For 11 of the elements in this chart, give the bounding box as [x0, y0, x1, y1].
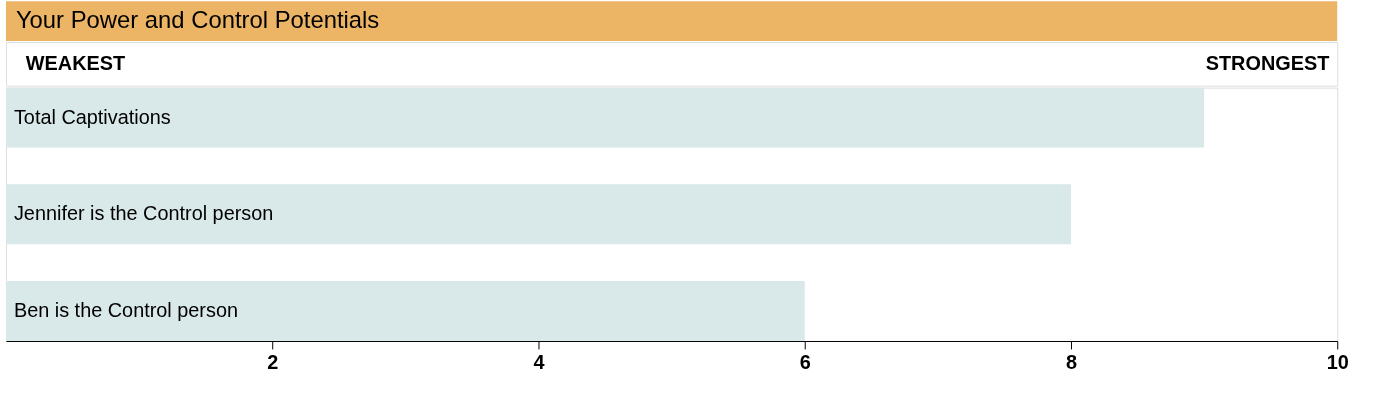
- y-tick-label: Jennifer is the Control person: [13, 202, 274, 225]
- text: WEAKEST: [25, 51, 126, 74]
- x-tick-label: 4: [533, 351, 545, 374]
- y-tick-label: Total Captivations: [13, 105, 171, 128]
- x-tick-label: 6: [799, 351, 811, 374]
- y-tick-label: Ben is the Control person: [13, 298, 239, 321]
- text: STRONGEST: [1205, 51, 1330, 74]
- x-tick-label: 8: [1065, 351, 1078, 374]
- chart-title: Your Power and Control Potentials: [15, 6, 380, 34]
- x-tick-label: 10: [1326, 351, 1349, 374]
- x-tick-label: 2: [267, 351, 279, 374]
